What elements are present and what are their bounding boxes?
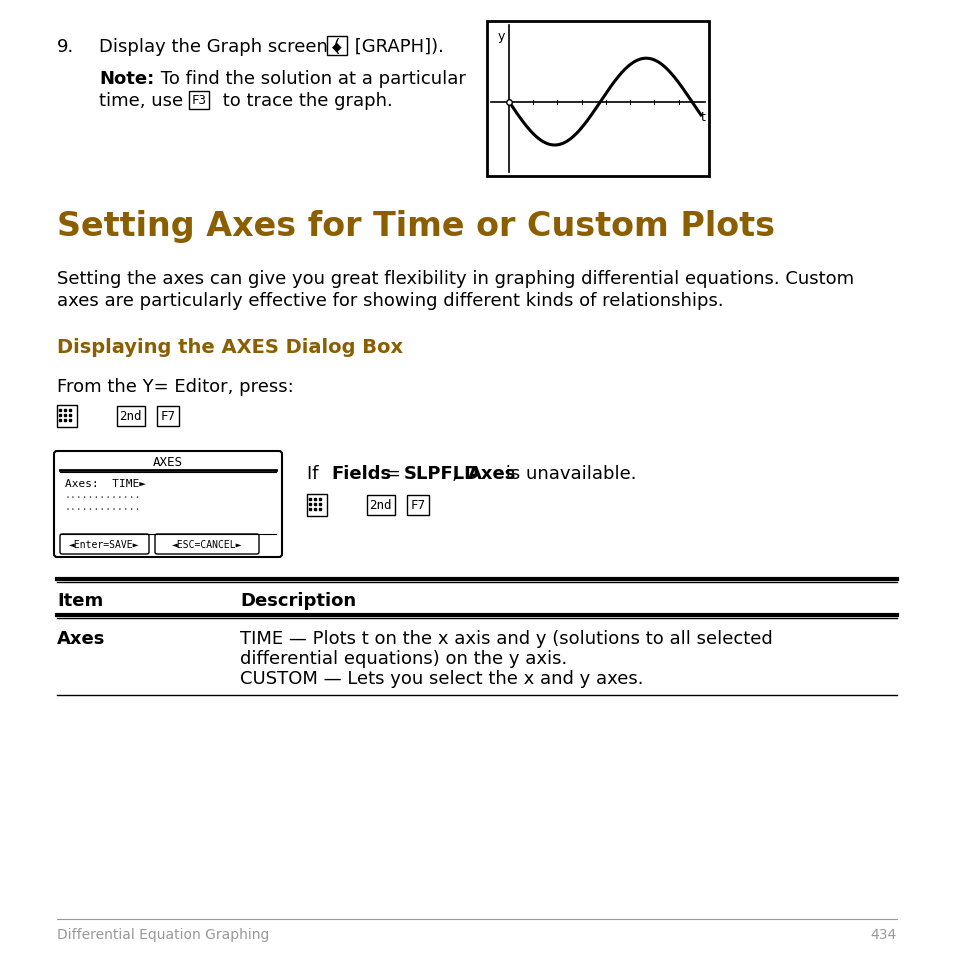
Text: t: t [700, 111, 705, 124]
Text: Axes: Axes [468, 464, 516, 482]
Text: Displaying the AXES Dialog Box: Displaying the AXES Dialog Box [57, 337, 403, 356]
Text: ◄ESC=CANCEL►: ◄ESC=CANCEL► [172, 539, 242, 550]
Text: [GRAPH]).: [GRAPH]). [349, 38, 443, 56]
FancyBboxPatch shape [407, 496, 428, 516]
FancyBboxPatch shape [60, 535, 149, 555]
Text: ·············: ············· [65, 504, 141, 515]
Text: ◆: ◆ [332, 40, 341, 53]
Text: F7: F7 [160, 410, 175, 423]
Bar [327, 37, 347, 56]
Text: Axes: Axes [57, 629, 105, 647]
Text: From the Y= Editor, press:: From the Y= Editor, press: [57, 377, 294, 395]
Text: F7: F7 [410, 499, 425, 512]
Text: To find the solution at a particular: To find the solution at a particular [154, 70, 465, 88]
FancyBboxPatch shape [154, 535, 258, 555]
Text: F3: F3 [192, 94, 206, 108]
Text: ·············: ············· [65, 493, 141, 502]
Text: ,: , [452, 464, 463, 482]
FancyBboxPatch shape [367, 496, 395, 516]
Text: Description: Description [240, 592, 355, 609]
Text: SLPFLD: SLPFLD [403, 464, 479, 482]
Text: time, use: time, use [99, 91, 189, 110]
Text: Item: Item [57, 592, 103, 609]
Text: Setting the axes can give you great flexibility in graphing differential equatio: Setting the axes can give you great flex… [57, 270, 853, 288]
Text: TIME — Plots t on the x axis and y (solutions to all selected: TIME — Plots t on the x axis and y (solu… [240, 629, 772, 647]
Text: is unavailable.: is unavailable. [500, 464, 637, 482]
Text: Axes:  TIME►: Axes: TIME► [65, 478, 146, 489]
Text: If: If [307, 464, 324, 482]
Bar [57, 406, 77, 428]
FancyBboxPatch shape [117, 407, 145, 426]
FancyBboxPatch shape [189, 92, 209, 110]
Text: Fields: Fields [331, 464, 391, 482]
Text: CUSTOM — Lets you select the x and y axes.: CUSTOM — Lets you select the x and y axe… [240, 669, 643, 687]
Bar [486, 22, 708, 177]
FancyBboxPatch shape [157, 407, 178, 426]
Text: Differential Equation Graphing: Differential Equation Graphing [57, 927, 269, 941]
Text: Display the Graph screen (: Display the Graph screen ( [99, 38, 340, 56]
Text: =: = [379, 464, 406, 482]
FancyBboxPatch shape [54, 452, 282, 558]
Text: ◄Enter=SAVE►: ◄Enter=SAVE► [69, 539, 139, 550]
Text: Setting Axes for Time or Custom Plots: Setting Axes for Time or Custom Plots [57, 210, 774, 243]
Text: Note:: Note: [99, 70, 154, 88]
Text: 2nd: 2nd [369, 499, 392, 512]
Text: 2nd: 2nd [119, 410, 142, 423]
Text: 434: 434 [870, 927, 896, 941]
Text: y: y [497, 30, 504, 43]
Text: AXES: AXES [152, 456, 183, 469]
Text: differential equations) on the y axis.: differential equations) on the y axis. [240, 649, 567, 667]
Text: to trace the graph.: to trace the graph. [216, 91, 393, 110]
Text: axes are particularly effective for showing different kinds of relationships.: axes are particularly effective for show… [57, 292, 723, 310]
Bar [307, 495, 327, 517]
Text: 9.: 9. [57, 38, 74, 56]
